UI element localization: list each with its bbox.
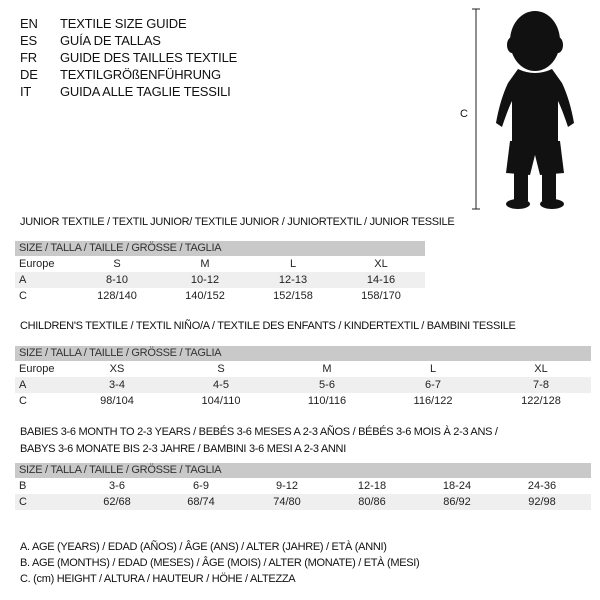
table-cell: 68/74	[187, 496, 215, 508]
table-row: C 62/68 68/74 74/80 80/86 86/92 92/98	[15, 494, 591, 510]
table-cell: 152/158	[273, 290, 313, 302]
lang-code: EN	[20, 16, 38, 31]
lang-title: GUIDA ALLE TAGLIE TESSILI	[60, 84, 231, 99]
table-cell: 122/128	[521, 395, 561, 407]
lang-title: GUIDE DES TAILLES TEXTILE	[60, 50, 238, 65]
babies-section-title-line2: BABYS 3-6 MONATE BIS 2-3 JAHRE / BAMBINI…	[20, 443, 346, 455]
table-header: SIZE / TALLA / TAILLE / GRÖSSE / TAGLIA	[15, 463, 591, 478]
child-silhouette-icon	[472, 8, 574, 210]
table-cell: 12-18	[357, 480, 387, 492]
children-size-table: SIZE / TALLA / TAILLE / GRÖSSE / TAGLIA …	[15, 346, 591, 409]
row-label: B	[19, 480, 27, 492]
table-cell: S	[113, 258, 121, 270]
junior-section-title: JUNIOR TEXTILE / TEXTIL JUNIOR/ TEXTILE …	[20, 216, 455, 228]
table-cell: 140/152	[185, 290, 225, 302]
legend-item-a: A. AGE (YEARS) / EDAD (AÑOS) / ÂGE (ANS)…	[20, 541, 387, 553]
table-row: C 128/140 140/152 152/158 158/170	[15, 288, 425, 304]
legend-item-b: B. AGE (MONTHS) / EDAD (MESES) / ÂGE (MO…	[20, 557, 420, 569]
row-label: C	[19, 496, 27, 508]
lang-code: DE	[20, 67, 38, 82]
table-cell: 104/110	[201, 395, 241, 407]
table-cell: 6-9	[193, 480, 209, 492]
table-cell: 24-36	[527, 480, 557, 492]
table-cell: XL	[534, 363, 548, 375]
table-cell: S	[217, 363, 225, 375]
row-label: A	[19, 274, 27, 286]
table-cell: XL	[374, 258, 388, 270]
table-cell: 62/68	[103, 496, 131, 508]
table-cell: 3-6	[109, 480, 125, 492]
babies-size-table: SIZE / TALLA / TAILLE / GRÖSSE / TAGLIA …	[15, 463, 591, 510]
row-label: Europe	[19, 258, 55, 270]
table-cell: 80/86	[358, 496, 386, 508]
height-measure-label: C	[460, 108, 468, 120]
table-cell: 98/104	[100, 395, 134, 407]
table-header: SIZE / TALLA / TAILLE / GRÖSSE / TAGLIA	[15, 346, 591, 361]
children-section-title: CHILDREN'S TEXTILE / TEXTIL NIÑO/A / TEX…	[20, 320, 516, 332]
table-cell: 74/80	[273, 496, 301, 508]
babies-section-title-line1: BABIES 3-6 MONTH TO 2-3 YEARS / BEBÉS 3-…	[20, 426, 498, 438]
junior-size-table: SIZE / TALLA / TAILLE / GRÖSSE / TAGLIA …	[15, 241, 425, 304]
table-row: C 98/104 104/110 110/116 116/122 122/128	[15, 393, 591, 409]
table-cell: L	[289, 258, 297, 270]
table-cell: 8-10	[105, 274, 129, 286]
lang-title: GUÍA DE TALLAS	[60, 33, 161, 48]
table-cell: M	[322, 363, 332, 375]
table-cell: XS	[109, 363, 125, 375]
table-row: Europe XS S M L XL	[15, 361, 591, 377]
row-label: Europe	[19, 363, 55, 375]
table-cell: 128/140	[97, 290, 137, 302]
table-cell: 3-4	[109, 379, 125, 391]
table-cell: 86/92	[443, 496, 471, 508]
table-cell: 9-12	[275, 480, 299, 492]
table-cell: 110/116	[307, 395, 347, 407]
table-cell: 7-8	[533, 379, 549, 391]
table-cell: 6-7	[425, 379, 441, 391]
table-row: B 3-6 6-9 9-12 12-18 18-24 24-36	[15, 478, 591, 494]
table-cell: L	[429, 363, 437, 375]
row-label: C	[19, 290, 27, 302]
table-cell: 5-6	[319, 379, 335, 391]
table-cell: 14-16	[366, 274, 396, 286]
lang-title: TEXTILE SIZE GUIDE	[60, 16, 187, 31]
lang-code: FR	[20, 50, 37, 65]
table-cell: 116/122	[413, 395, 453, 407]
table-header: SIZE / TALLA / TAILLE / GRÖSSE / TAGLIA	[15, 241, 425, 256]
row-label: C	[19, 395, 27, 407]
table-row: A 3-4 4-5 5-6 6-7 7-8	[15, 377, 591, 393]
table-cell: 92/98	[528, 496, 556, 508]
table-cell: 4-5	[213, 379, 229, 391]
lang-title: TEXTILGRÖßENFÜHRUNG	[60, 67, 221, 82]
table-cell: M	[200, 258, 210, 270]
table-cell: 18-24	[442, 480, 472, 492]
lang-code: ES	[20, 33, 37, 48]
table-row: Europe S M L XL	[15, 256, 425, 272]
lang-code: IT	[20, 84, 32, 99]
legend-item-c: C. (cm) HEIGHT / ALTURA / HAUTEUR / HÖHE…	[20, 573, 296, 585]
table-cell: 12-13	[278, 274, 308, 286]
table-row: A 8-10 10-12 12-13 14-16	[15, 272, 425, 288]
table-cell: 158/170	[361, 290, 401, 302]
table-cell: 10-12	[190, 274, 220, 286]
row-label: A	[19, 379, 27, 391]
